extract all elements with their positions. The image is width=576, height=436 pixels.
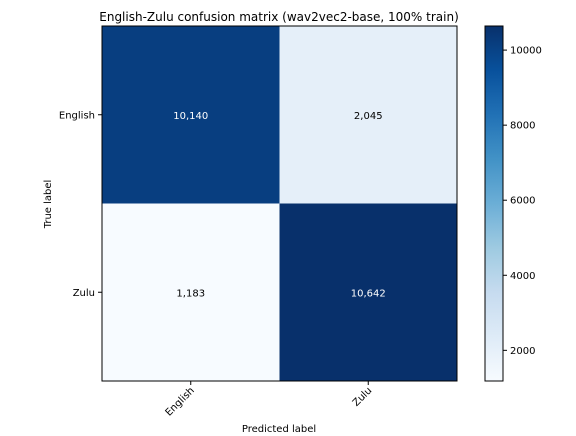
x-tick-label: English bbox=[164, 385, 197, 418]
cell-value-label: 10,642 bbox=[351, 288, 386, 299]
colorbar-ticks: 2000 4000 6000 8000 10000 bbox=[503, 46, 542, 357]
cell-value-label: 10,140 bbox=[173, 111, 208, 122]
colorbar bbox=[484, 25, 504, 382]
colorbar-tick-label: 4000 bbox=[510, 271, 535, 282]
y-axis-ticks: English Zulu bbox=[59, 110, 102, 299]
cell-value-label: 2,045 bbox=[354, 111, 383, 122]
heatmap-cell-labels: 10,140 2,045 1,183 10,642 bbox=[173, 111, 386, 300]
heatmap-cell-0-0 bbox=[102, 26, 280, 204]
heatmap-cell-1-0 bbox=[102, 203, 280, 381]
colorbar-tick-label: 6000 bbox=[510, 196, 535, 207]
y-tick-label: English bbox=[59, 110, 95, 121]
chart-title: English-Zulu confusion matrix (wav2vec2-… bbox=[99, 10, 459, 24]
x-axis-ticks: English Zulu bbox=[164, 381, 375, 419]
x-axis-label: Predicted label bbox=[242, 424, 316, 432]
colorbar-tick-label: 2000 bbox=[510, 346, 535, 357]
plot-frame bbox=[101, 25, 458, 382]
colorbar-tick-label: 10000 bbox=[510, 46, 542, 57]
y-axis-label: True label bbox=[43, 180, 54, 230]
heatmap-cell-0-1 bbox=[279, 26, 457, 204]
heatmap-cell-1-1 bbox=[279, 203, 457, 381]
x-tick-label: Zulu bbox=[351, 385, 375, 409]
heatmap-cells bbox=[102, 26, 457, 381]
y-tick-label: Zulu bbox=[73, 288, 95, 299]
colorbar-tick-label: 8000 bbox=[510, 121, 535, 132]
cell-value-label: 1,183 bbox=[176, 288, 205, 299]
